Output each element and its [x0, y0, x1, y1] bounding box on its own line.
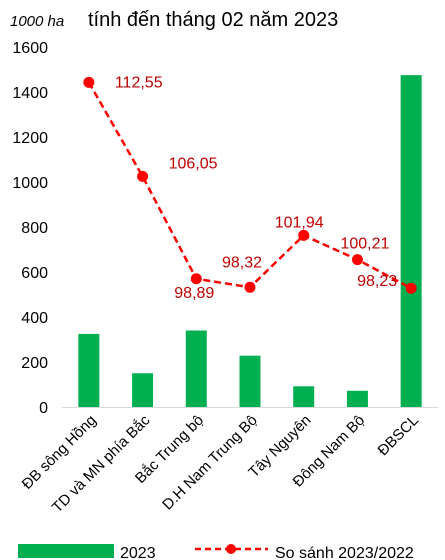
bar: [78, 333, 100, 407]
bar: [346, 390, 368, 407]
y-tick-label: 1200: [12, 130, 48, 147]
line-point: [83, 76, 95, 88]
bar-series: [78, 75, 422, 407]
legend-label-line: So sánh 2023/2022: [275, 545, 414, 560]
bar: [132, 373, 154, 407]
data-label: 112,55: [115, 74, 163, 91]
y-tick-label: 0: [39, 400, 48, 417]
y-tick-label: 400: [21, 310, 48, 327]
x-tick-label: ĐBSCL: [375, 412, 422, 459]
legend-swatch-marker: [226, 544, 236, 554]
y-tick-label: 1000: [12, 175, 48, 192]
y-tick-label: 800: [21, 220, 48, 237]
y-tick-label: 1600: [12, 40, 48, 57]
line-point: [405, 282, 417, 294]
data-label: 98,89: [174, 285, 214, 302]
legend-swatch-bar: [18, 544, 114, 558]
data-label: 98,23: [357, 273, 397, 290]
bar: [185, 330, 207, 407]
y-tick-label: 1400: [12, 85, 48, 102]
bar: [400, 75, 422, 407]
bar: [293, 386, 315, 407]
bar: [239, 355, 261, 407]
data-label: 106,05: [169, 155, 218, 172]
unit-label: 1000 ha: [10, 13, 64, 30]
x-tick-label: TD và MN phía Bắc: [49, 411, 154, 516]
y-tick-label: 600: [21, 265, 48, 282]
line-point: [298, 229, 310, 241]
x-tick-label: D.H Nam Trung Bộ: [159, 412, 261, 514]
data-label: 98,32: [222, 254, 262, 271]
y-axis: 0 200 400 600 800 1000 1200 1400 1600: [12, 40, 48, 417]
line-point: [244, 281, 256, 293]
legend-label-bar: 2023: [120, 545, 156, 560]
line-point: [137, 170, 149, 182]
chart-title: tính đến tháng 02 năm 2023: [88, 9, 338, 31]
y-tick-label: 200: [21, 355, 48, 372]
line-series: 112,55 106,05 98,89 98,32 101,94 100,21 98,23: [83, 74, 417, 302]
line-point: [190, 273, 202, 285]
data-label: 100,21: [340, 236, 389, 253]
line-point: [351, 254, 363, 266]
data-label: 101,94: [275, 214, 324, 231]
legend: 2023 So sánh 2023/2022: [18, 544, 414, 560]
